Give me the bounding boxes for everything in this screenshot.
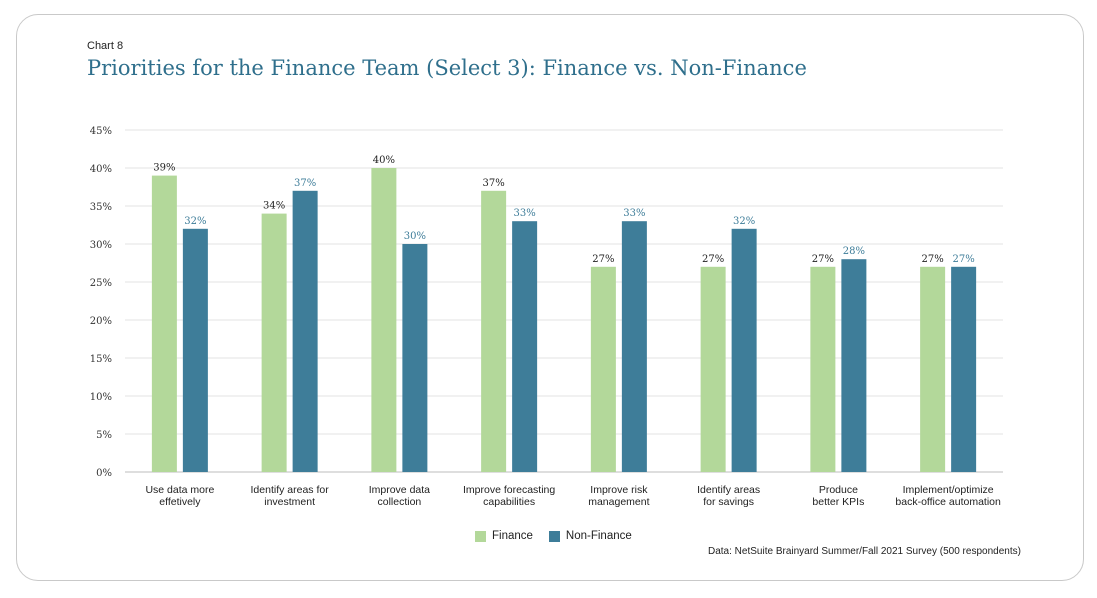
bar-finance xyxy=(920,266,946,472)
bar-non-finance xyxy=(292,190,318,473)
x-tick-label: management xyxy=(588,496,649,508)
y-tick-label: 20% xyxy=(90,316,112,327)
x-tick-label: Implement/optimize xyxy=(903,484,994,496)
y-tick-label: 45% xyxy=(90,126,112,137)
x-tick-label: for savings xyxy=(703,496,754,508)
bar-non-finance xyxy=(402,244,428,472)
y-tick-label: 30% xyxy=(90,240,112,251)
data-label-finance: 39% xyxy=(153,163,175,174)
x-tick-label: Identify areas for xyxy=(251,484,330,496)
bar-finance xyxy=(590,266,616,472)
x-tick-label: Improve data xyxy=(369,484,430,496)
bar-finance xyxy=(371,168,397,472)
bar-non-finance xyxy=(182,228,208,472)
bar-non-finance xyxy=(621,221,647,472)
data-label-finance: 27% xyxy=(812,254,834,265)
x-tick-label: better KPIs xyxy=(812,496,864,508)
x-tick-label: Use data more xyxy=(145,484,214,496)
x-tick-label: investment xyxy=(264,496,315,508)
y-tick-label: 40% xyxy=(90,164,112,175)
bar-finance xyxy=(261,213,287,472)
bar-finance xyxy=(810,266,836,472)
chart-kicker: Chart 8 xyxy=(87,40,124,52)
bar-non-finance xyxy=(841,259,867,472)
x-tick-label: Produce xyxy=(819,484,858,496)
data-label-finance: 27% xyxy=(702,254,724,265)
data-label-non-finance: 32% xyxy=(184,216,206,227)
data-label-finance: 40% xyxy=(373,155,395,166)
data-label-non-finance: 33% xyxy=(514,208,536,219)
data-label-non-finance: 28% xyxy=(843,246,865,257)
x-tick-label: Improve risk xyxy=(590,484,648,496)
x-tick-label: Identify areas xyxy=(697,484,760,496)
data-label-finance: 37% xyxy=(483,178,505,189)
y-tick-label: 5% xyxy=(96,430,112,441)
bar-non-finance xyxy=(731,228,757,472)
y-tick-label: 0% xyxy=(96,468,112,479)
data-label-non-finance: 32% xyxy=(733,216,755,227)
bar-finance xyxy=(700,266,726,472)
bar-finance xyxy=(151,175,177,472)
legend-swatch-finance xyxy=(475,530,486,542)
x-tick-label: effetively xyxy=(159,496,201,508)
y-tick-label: 15% xyxy=(90,354,112,365)
legend: Finance Non-Finance xyxy=(475,530,632,542)
data-label-non-finance: 30% xyxy=(404,231,426,242)
y-tick-label: 25% xyxy=(90,278,112,289)
data-label-non-finance: 33% xyxy=(623,208,645,219)
data-label-non-finance: 27% xyxy=(953,254,975,265)
data-label-non-finance: 37% xyxy=(294,178,316,189)
y-tick-label: 35% xyxy=(90,202,112,213)
bar-finance xyxy=(481,190,507,473)
x-tick-label: collection xyxy=(377,496,421,508)
data-label-finance: 34% xyxy=(263,201,285,212)
data-label-finance: 27% xyxy=(922,254,944,265)
data-label-finance: 27% xyxy=(592,254,614,265)
y-tick-label: 10% xyxy=(90,392,112,403)
chart-title: Priorities for the Finance Team (Select … xyxy=(87,56,807,80)
legend-label-finance: Finance xyxy=(492,530,533,542)
bar-non-finance xyxy=(951,266,977,472)
x-tick-label: capabilities xyxy=(483,496,535,508)
legend-swatch-non-finance xyxy=(548,530,560,542)
bar-non-finance xyxy=(512,221,538,472)
x-tick-label: back-office automation xyxy=(895,496,1001,508)
data-source-note: Data: NetSuite Brainyard Summer/Fall 202… xyxy=(708,546,1021,557)
legend-label-non-finance: Non-Finance xyxy=(565,530,632,542)
x-tick-label: Improve forecasting xyxy=(463,484,555,496)
